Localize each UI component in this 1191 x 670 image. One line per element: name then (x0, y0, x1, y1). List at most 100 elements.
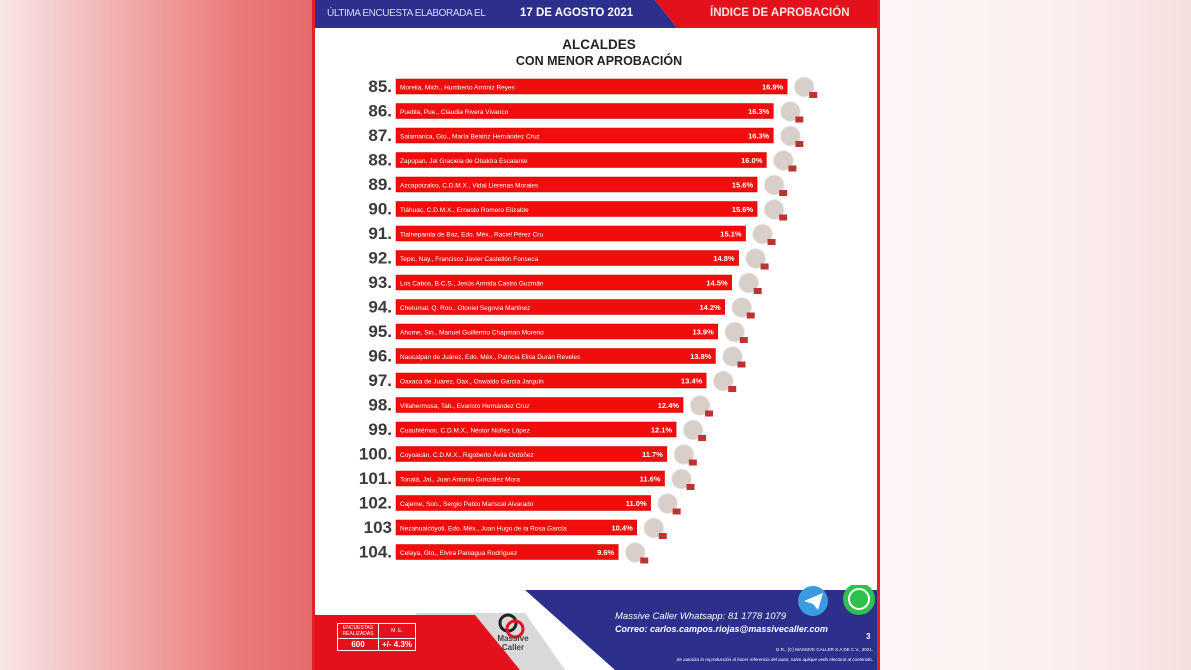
telegram-icon[interactable] (798, 586, 828, 616)
bar-category-label: Salamanca, Gto., María Beatriz Hernández… (400, 134, 540, 141)
copyright: D.R., (C) MASSIVE CALLER S.A DE C.V., 20… (776, 647, 873, 652)
bar-value-label: 15.1% (720, 230, 742, 239)
rank-label: 95. (368, 322, 392, 341)
candidate-photo (712, 370, 734, 392)
bar-category-label: Azcapotzalco, C.D.M.X., Vidal Llerenas M… (400, 183, 539, 190)
party-logo-icon (760, 263, 769, 270)
bar-value-label: 16.9% (762, 83, 784, 92)
bar (395, 323, 719, 340)
bar-value-label: 11.7% (642, 450, 663, 459)
bar-value-label: 12.1% (651, 426, 673, 435)
bar-category-label: Tonalá, Jal., Juan Antonio González Mora (400, 477, 520, 484)
rank-label: 91. (368, 224, 392, 243)
rank-label: 97. (368, 371, 392, 390)
survey-stats-table: ENCUESTAS REALIZADAS M. E. 600 +/- 4.3% (337, 623, 416, 651)
blurred-background-left (0, 0, 312, 670)
header-blue-band (315, 0, 677, 28)
bar-category-label: Zapopan, Jal Graciela de Obaldía Escalan… (400, 158, 528, 165)
bar-category-label: Cajeme, Son., Sergio Pablo Mariscal Alva… (400, 501, 534, 508)
bar-category-label: Morelia, Mich., Humberto Arróniz Reyes (400, 85, 516, 92)
bar-value-label: 14.5% (706, 279, 728, 288)
bar-value-label: 14.2% (699, 303, 721, 312)
rank-label: 94. (368, 298, 392, 317)
party-logo-icon (779, 214, 788, 221)
bar-value-label: 16.3% (748, 132, 770, 141)
bar-value-label: 14.8% (713, 254, 735, 263)
bar (395, 544, 619, 560)
candidate-photo (731, 297, 753, 318)
party-logo-icon (739, 337, 748, 343)
bar-value-label: 13.4% (681, 377, 703, 386)
chart-subtitle: CON MENOR APROBACIÓN (515, 54, 683, 68)
party-logo-icon (809, 92, 818, 98)
chart-title: ALCALDES (562, 37, 636, 52)
bar-value-label: 15.6% (732, 181, 754, 190)
bar-category-label: Naucalpan de Juárez, Edo. Méx., Patricia… (400, 354, 581, 361)
rank-label: 96. (368, 347, 392, 366)
massive-caller-logo-icon (498, 613, 525, 639)
infographic-poster: ÚLTIMA ENCUESTA ELABORADA EL 17 DE AGOST… (312, 0, 880, 670)
bar (395, 274, 732, 291)
bar-chart: 85. Morelia, Mich., Humberto Arróniz Reye… (359, 76, 818, 564)
party-logo-icon (795, 141, 804, 147)
bar-value-label: 11.0% (626, 499, 647, 508)
rank-label: 99. (368, 420, 392, 439)
rank-label: 85. (368, 77, 392, 96)
party-logo-icon (753, 288, 762, 294)
candidate-photo (673, 444, 695, 465)
bar-category-label: Coyoacán, C.D.M.X., Rigoberto Ávila Ordó… (400, 450, 534, 459)
bar-value-label: 16.0% (741, 156, 763, 165)
index-label: ÍNDICE DE APROBACIÓN (710, 7, 850, 19)
party-logo-icon (672, 508, 681, 515)
bar-value-label: 13.8% (690, 352, 712, 361)
footer-banner (315, 585, 877, 670)
candidate-photo (779, 125, 801, 147)
rank-label: 104. (359, 543, 392, 562)
bar (395, 103, 774, 119)
bar (395, 421, 677, 438)
party-logo-icon (779, 190, 788, 196)
party-logo-icon (640, 557, 649, 564)
bar-category-label: Cuauhtémoc, C.D.M.X., Néstor Núñez López (400, 428, 530, 435)
bar (395, 397, 684, 413)
party-logo-icon (698, 435, 707, 441)
page-number: 3 (866, 632, 871, 641)
blurred-background-right (880, 0, 1191, 670)
bar-category-label: Puebla, Pue., Claudia Rivera Vivanco (400, 109, 509, 116)
bar (395, 127, 774, 144)
bar-value-label: 11.6% (640, 475, 661, 484)
bar (395, 78, 788, 95)
bar (395, 225, 746, 242)
email-line[interactable]: Correo: carlos.campos.riojas@massivecall… (615, 624, 828, 634)
bar-value-label: 13.9% (693, 328, 715, 337)
stats-value-surveys: 600 (337, 638, 379, 651)
candidate-photo (721, 346, 743, 367)
bar-category-label: Ahome, Sin., Manuel Guillermo Chapman Mo… (400, 330, 544, 337)
whatsapp-line[interactable]: Massive Caller Whatsapp: 81 1778 1079 (615, 611, 787, 622)
party-logo-icon (658, 533, 667, 539)
survey-label: ÚLTIMA ENCUESTA ELABORADA EL (327, 8, 486, 19)
stats-value-margin: +/- 4.3% (378, 638, 416, 651)
whatsapp-icon[interactable] (843, 585, 875, 615)
bar-category-label: Nezahualcóyotl, Edo. Méx., Juan Hugo de … (400, 526, 567, 533)
bar-value-label: 16.3% (748, 107, 770, 116)
bar-category-label: Los Cabos, B.C.S., Jesús Armida Castro G… (400, 281, 544, 288)
logo-text: Massive Caller (497, 634, 529, 652)
rank-label: 100. (359, 445, 392, 464)
rank-label: 102. (359, 494, 392, 513)
party-logo-icon (688, 459, 697, 466)
party-logo-icon (788, 165, 797, 172)
bar-category-label: Villahermosa, Tab., Evaristo Hernández C… (400, 403, 529, 410)
bar (395, 152, 767, 168)
bar-value-label: 10.4% (611, 524, 633, 533)
rank-label: 93. (368, 273, 392, 292)
party-logo-icon (686, 484, 695, 490)
rank-label: 92. (368, 249, 392, 268)
disclaimer: Se autoriza la reproducción al hacer ref… (676, 657, 873, 662)
bar (395, 348, 716, 364)
bar-value-label: 9.6% (597, 548, 614, 557)
bar (395, 176, 758, 193)
header-red-band (655, 0, 877, 28)
party-logo-icon (705, 410, 714, 417)
bar (395, 201, 758, 217)
